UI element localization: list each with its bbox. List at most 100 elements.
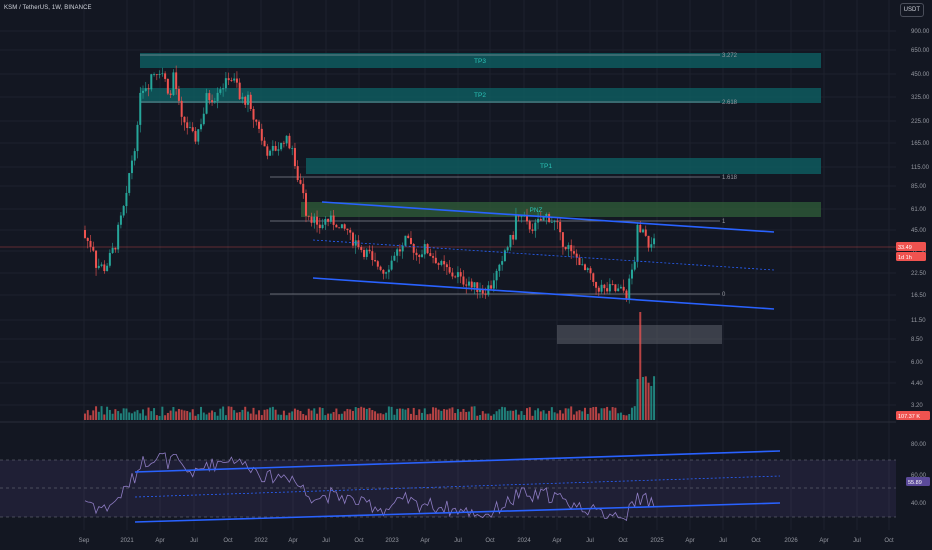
volume-bar xyxy=(368,407,371,420)
volume-bar xyxy=(432,407,435,420)
rsi-axis[interactable]: 80.00 60.00 40.00 55.89 xyxy=(906,442,930,507)
rsi-channel-mid[interactable] xyxy=(134,475,781,498)
candle-body xyxy=(324,218,327,225)
volume-bar xyxy=(553,412,556,420)
volume-bar xyxy=(224,415,227,420)
volume-bar xyxy=(133,411,136,420)
candle-body xyxy=(550,221,553,223)
currency-button[interactable]: USDT xyxy=(899,3,924,17)
volume-bar xyxy=(503,407,506,420)
candle-body xyxy=(224,78,227,89)
time-tick: Oct xyxy=(618,538,628,544)
candle-body xyxy=(95,250,98,268)
candle-body xyxy=(650,244,653,248)
candle-body xyxy=(653,238,656,245)
candle-body xyxy=(584,264,587,271)
channel-upper-line[interactable] xyxy=(321,201,775,233)
candle-body xyxy=(194,131,197,142)
candle-body xyxy=(269,150,272,156)
candle-body xyxy=(117,224,120,250)
candle-body xyxy=(481,289,484,294)
volume-bar xyxy=(147,407,150,420)
candle-body xyxy=(537,218,540,223)
time-tick: Sep xyxy=(79,538,90,544)
volume-bar xyxy=(415,415,418,420)
tp3-label: TP3 xyxy=(474,58,486,65)
volume-bar xyxy=(213,412,216,420)
volume-bar xyxy=(382,414,385,420)
rsi-channel-lower[interactable] xyxy=(134,502,781,523)
candle-body xyxy=(608,284,611,292)
volume-bar xyxy=(191,409,194,420)
volume-bar xyxy=(324,415,327,420)
candle-body xyxy=(396,249,399,256)
candle-body xyxy=(92,246,95,251)
candle-body xyxy=(592,273,595,282)
time-tick: Apr xyxy=(685,538,694,544)
volume-bar xyxy=(255,414,258,420)
volume-bar xyxy=(122,408,125,420)
price-tick: 165.00 xyxy=(911,141,930,147)
candle-body xyxy=(390,260,393,270)
volume-bar xyxy=(200,406,203,420)
candle-body xyxy=(349,230,352,233)
symbol-header[interactable]: KSM / TetherUS, 1W, BINANCE xyxy=(4,5,92,11)
volume-bar xyxy=(597,413,600,420)
candle-body xyxy=(183,116,186,123)
volume-bar xyxy=(398,408,401,420)
volume-bar xyxy=(150,411,153,420)
candle-body xyxy=(111,247,114,253)
volume-bar xyxy=(238,412,241,420)
candle-body xyxy=(597,287,600,292)
candle-body xyxy=(246,94,249,105)
channel-mid-line[interactable] xyxy=(312,239,775,271)
candle-body xyxy=(429,253,432,257)
candle-body xyxy=(139,92,142,125)
price-axis[interactable]: 900.00 650.00 450.00 325.00 225.00 165.00 115.… xyxy=(911,29,930,409)
candle-body xyxy=(443,261,446,265)
candle-body xyxy=(479,289,482,292)
volume-bar xyxy=(111,413,114,420)
candle-body xyxy=(418,255,421,257)
candle-body xyxy=(503,250,506,262)
time-tick: 2024 xyxy=(517,538,531,544)
candle-body xyxy=(440,261,443,265)
volume-bar xyxy=(222,406,225,420)
volume-bar xyxy=(169,410,172,420)
candle-body xyxy=(498,264,501,271)
price-tick: 650.00 xyxy=(911,48,930,54)
volume-bar xyxy=(418,409,421,420)
volume-bar xyxy=(454,413,457,420)
volume-bar xyxy=(269,407,272,420)
volume-bar xyxy=(139,413,142,420)
volume-bar xyxy=(465,411,468,420)
volume-bar xyxy=(421,412,424,420)
candle-body xyxy=(235,78,238,83)
volume-bar xyxy=(639,312,642,420)
candle-body xyxy=(534,222,537,231)
candle-body xyxy=(404,235,407,246)
candle-body xyxy=(255,119,258,122)
fib-level-2618: 2.618 xyxy=(722,100,738,106)
channel-lower-line[interactable] xyxy=(312,277,775,310)
time-tick: Jul xyxy=(322,538,330,544)
volume-bar xyxy=(376,413,379,420)
candle-body xyxy=(548,214,551,223)
candle-body xyxy=(166,78,169,94)
volume-bar xyxy=(459,411,462,420)
time-axis[interactable]: Sep 2021 Apr Jul Oct 2022 Apr Jul Oct 2023 Apr Jul O… xyxy=(79,538,894,544)
candle-body xyxy=(307,215,310,217)
volume-bar xyxy=(183,410,186,420)
volume-bar xyxy=(498,409,501,420)
candle-body xyxy=(153,74,156,76)
volume-bar xyxy=(354,407,357,420)
candle-body xyxy=(456,272,459,278)
time-tick: Oct xyxy=(485,538,495,544)
candle-body xyxy=(437,263,440,265)
volume-bar xyxy=(117,411,120,420)
volume-bar xyxy=(581,411,584,420)
volume-bar xyxy=(335,408,338,420)
rsi-channel-upper[interactable] xyxy=(134,450,781,473)
rsi-tick-40: 40.00 xyxy=(911,501,927,507)
